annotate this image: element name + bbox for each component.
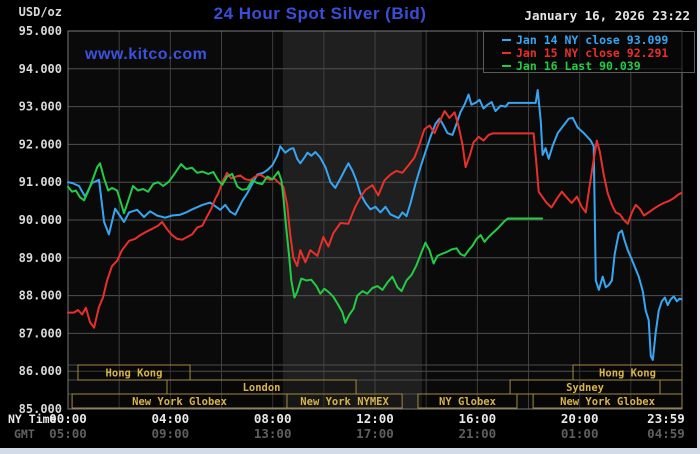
session-box (417, 393, 518, 409)
x-tick-label-gmt: 09:00 (152, 426, 190, 441)
x-tick-label-nytime: 20:00 (561, 411, 599, 426)
x-tick-label-gmt: 17:00 (356, 426, 394, 441)
x-tick-label-nytime: 12:00 (356, 411, 394, 426)
legend-item-jan16: Jan 16 Last 90.039 (502, 58, 694, 73)
y-tick-label: 95.000 (19, 24, 62, 38)
y-tick-label: 85.000 (19, 402, 62, 416)
y-tick-label: 91.000 (19, 175, 62, 189)
y-axis-unit-label: USD/oz (19, 5, 62, 19)
x-tick-label-gmt: 05:00 (49, 426, 87, 441)
session-label: New York Globex (132, 396, 228, 408)
session-box (286, 393, 403, 409)
x-tick-label-nytime: 23:59 (647, 411, 685, 426)
price-line-jan-16 (67, 162, 544, 324)
x-tick-label-nytime: 00:00 (49, 411, 87, 426)
y-tick-label: 86.000 (19, 364, 62, 378)
y-tick-label: 92.000 (19, 137, 62, 151)
y-tick-label: 93.000 (19, 100, 62, 114)
x-tick-label-nytime: 04:00 (152, 411, 190, 426)
session-label: NY Globex (439, 396, 497, 408)
session-label: New York NYMEX (300, 396, 389, 408)
page-edge-bottom (0, 448, 700, 454)
chart-title: 24 Hour Spot Silver (Bid) (213, 4, 427, 23)
page-edge-right (697, 0, 700, 454)
legend-marker-jan15-icon (502, 51, 511, 54)
y-tick-label: 87.000 (19, 326, 62, 340)
session-box (532, 393, 683, 409)
x-tick-label-nytime: 16:00 (459, 411, 497, 426)
plot-border (67, 30, 683, 410)
y-tick-label: 89.000 (19, 251, 62, 265)
legend-box: Jan 14 NY close 93.099 Jan 15 NY close 9… (483, 31, 695, 73)
session-label: London (243, 382, 281, 394)
legend-label-jan14: Jan 14 NY close 93.099 (516, 32, 669, 47)
y-tick-label: 88.000 (19, 289, 62, 303)
legend-label-jan16: Jan 16 Last 90.039 (516, 58, 641, 73)
y-tick-label: 94.000 (19, 62, 62, 76)
session-label: Hong Kong (599, 368, 656, 380)
x-tick-label-nytime: 08:00 (254, 411, 292, 426)
price-line-jan-15 (67, 110, 683, 329)
session-box (77, 364, 191, 381)
legend-item-jan15: Jan 15 NY close 92.291 (502, 45, 694, 60)
legend-item-jan14: Jan 14 NY close 93.099 (502, 32, 694, 47)
session-label: New York Globex (560, 396, 656, 408)
session-label: Sydney (566, 382, 605, 394)
x-tick-label-gmt: 01:00 (561, 426, 599, 441)
x-axis-row2-label: GMT (14, 427, 35, 441)
kitco-watermark: www.kitco.com (85, 46, 208, 63)
y-tick-label: 90.000 (19, 213, 62, 227)
session-label: Hong Kong (106, 368, 163, 380)
x-tick-label-gmt: 04:59 (647, 426, 685, 441)
legend-label-jan15: Jan 15 NY close 92.291 (516, 45, 669, 60)
legend-marker-jan16-icon (502, 64, 511, 67)
x-tick-label-gmt: 21:00 (459, 426, 497, 441)
price-line-jan-14 (67, 89, 683, 361)
x-axis-row1-label: NY Time (8, 412, 57, 426)
chart-datetime: January 16, 2026 23:22 (524, 8, 690, 23)
x-tick-label-gmt: 13:00 (254, 426, 292, 441)
legend-marker-jan14-icon (502, 38, 511, 41)
